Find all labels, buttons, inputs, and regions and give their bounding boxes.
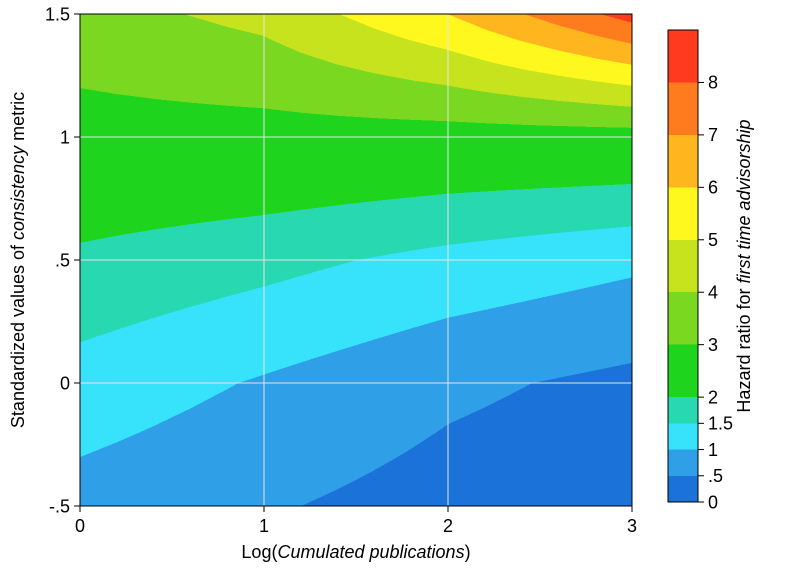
colorbar-tick-label: 5 bbox=[708, 230, 718, 250]
y-axis-label: Standardized values of consistency metri… bbox=[8, 92, 28, 428]
colorbar-tick-label: 1.5 bbox=[708, 414, 733, 434]
colorbar-tick-label: .5 bbox=[708, 466, 723, 486]
x-tick-label: 0 bbox=[75, 516, 85, 536]
colorbar-tick-label: 6 bbox=[708, 178, 718, 198]
chart-svg: 0123-.50.511.5Log(Cumulated publications… bbox=[0, 0, 800, 576]
y-tick-label: -.5 bbox=[49, 496, 70, 516]
colorbar-tick-label: 8 bbox=[708, 73, 718, 93]
colorbar-tick-label: 0 bbox=[708, 492, 718, 512]
y-tick-label: .5 bbox=[55, 250, 70, 270]
x-tick-label: 1 bbox=[259, 516, 269, 536]
colorbar-tick-label: 7 bbox=[708, 125, 718, 145]
y-tick-label: 0 bbox=[60, 373, 70, 393]
x-axis-label: Log(Cumulated publications) bbox=[241, 542, 470, 562]
colorbar-title: Hazard ratio for first time advisorship bbox=[734, 119, 754, 412]
y-tick-label: 1 bbox=[60, 127, 70, 147]
colorbar-tick-label: 3 bbox=[708, 335, 718, 355]
y-tick-label: 1.5 bbox=[45, 4, 70, 24]
colorbar-tick-label: 2 bbox=[708, 387, 718, 407]
x-tick-label: 2 bbox=[443, 516, 453, 536]
x-tick-label: 3 bbox=[627, 516, 637, 536]
colorbar-tick-label: 4 bbox=[708, 283, 718, 303]
colorbar-tick-label: 1 bbox=[708, 440, 718, 460]
